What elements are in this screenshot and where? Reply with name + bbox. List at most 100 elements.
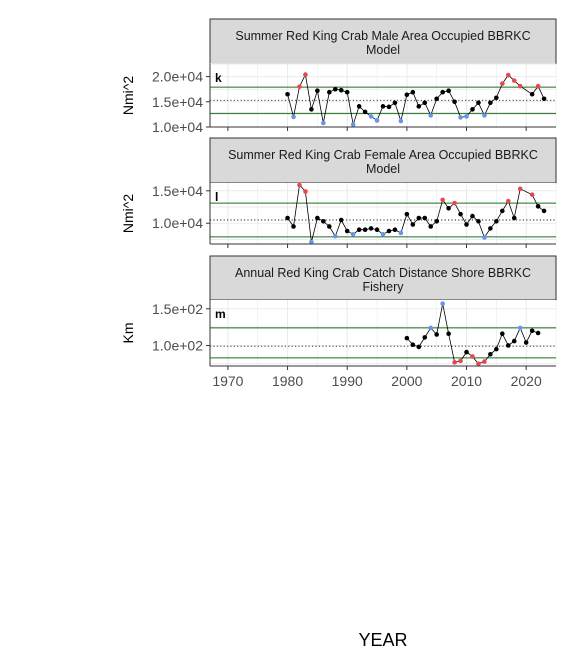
data-point [523,340,529,345]
data-point [285,91,290,97]
data-point [386,228,392,234]
data-point [535,204,541,209]
data-point [303,72,308,77]
strip-header [209,137,557,184]
data-point [344,89,350,95]
data-point [380,231,386,237]
data-point [404,335,410,341]
x-axis-title: YEAR [358,630,408,650]
panel-k: Summer Red King Crab Male Area Occupied … [120,18,557,135]
panel-title-line: Model [366,43,400,57]
data-point [356,104,362,109]
data-point [392,227,398,233]
data-point [511,78,517,83]
data-point [327,224,332,229]
data-point [488,351,493,357]
data-point [291,114,296,120]
data-point [464,349,469,355]
data-point [458,358,463,364]
y-tick-label: 1.5e+02 [152,301,203,317]
data-point [488,100,493,106]
data-point [338,217,344,223]
plot-area [210,64,556,127]
panel-title-line: Fishery [363,280,405,294]
data-point [428,224,434,229]
data-point [422,100,428,106]
x-tick-label: 2020 [511,373,542,389]
data-point [541,208,547,214]
y-axis-title: Nmi^2 [120,194,136,233]
data-point [398,118,404,124]
data-point [285,215,290,221]
data-point [410,342,416,348]
data-point [470,213,475,219]
data-point [428,113,434,118]
data-point [422,215,428,221]
data-point [297,84,302,89]
data-point [315,88,320,94]
data-point [470,354,475,359]
data-point [500,331,505,337]
data-point [505,72,511,78]
gridlines [210,183,557,244]
panel-tag: k [215,71,222,85]
gridlines [210,300,557,366]
strip-header [209,255,557,301]
data-point [494,218,499,224]
y-tick-label: 1.5e+04 [152,94,203,110]
data-point [291,224,296,229]
data-point [440,301,445,306]
data-point [338,87,344,93]
data-point [350,231,356,237]
x-tick-label: 1970 [212,373,243,389]
data-point [321,120,326,126]
data-point [350,122,356,127]
data-point [535,330,541,336]
data-point [434,332,439,337]
data-point [446,206,451,211]
data-point [476,218,481,224]
y-tick-label: 2.0e+04 [152,69,203,85]
data-point [362,109,368,115]
data-point [309,107,314,112]
data-point [368,226,374,231]
data-point [434,96,439,102]
x-tick-label: 2000 [391,373,422,389]
y-tick-label: 1.5e+04 [152,183,203,199]
data-point [392,100,398,106]
panel-title-line: Summer Red King Crab Male Area Occupied … [235,29,530,43]
data-point [332,86,338,92]
panel-title-line: Summer Red King Crab Female Area Occupie… [228,148,538,162]
data-point [517,325,523,331]
data-point [517,186,523,192]
data-point [476,100,481,106]
data-point [434,218,439,224]
data-point [404,92,410,98]
data-point [500,81,505,86]
data-point [315,215,320,221]
data-point [374,118,380,123]
data-point [529,192,535,197]
data-point [327,89,332,95]
y-axis-title: Km [120,323,136,344]
data-point [452,200,457,206]
plot-area [210,300,556,366]
data-point [494,346,499,352]
data-point [464,222,469,227]
data-point [374,227,380,233]
data-point [511,338,517,344]
strip-header [209,18,557,65]
data-point [356,227,362,233]
y-tick-label: 1.0e+04 [152,215,203,231]
data-point [344,228,350,234]
panel-l: Summer Red King Crab Female Area Occupie… [120,137,557,248]
data-point [440,89,445,95]
y-tick-label: 1.0e+02 [152,337,203,353]
data-point [410,89,416,95]
data-point [428,325,434,331]
data-point [297,182,302,188]
data-point [410,222,416,227]
panel-m: Annual Red King Crab Catch Distance Shor… [120,255,557,389]
data-point [470,107,475,112]
